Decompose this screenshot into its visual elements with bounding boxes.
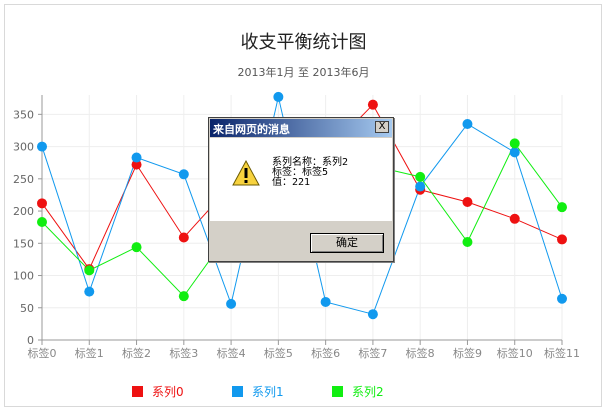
legend-item[interactable]: 系列0 [132, 383, 184, 400]
x-tick-label: 标签5 [264, 346, 293, 360]
data-point [131, 242, 142, 253]
alert-dialog: 来自网页的消息 X 系列名称：系列2 标签：标签5 值：221 确定 [208, 117, 394, 262]
legend-item[interactable]: 系列2 [332, 383, 384, 400]
x-tick-label: 标签10 [497, 346, 533, 360]
data-point [178, 232, 189, 243]
data-point [273, 91, 284, 102]
data-point [178, 169, 189, 180]
data-point [367, 99, 378, 110]
x-tick-label: 标签4 [217, 346, 246, 360]
data-point [84, 265, 95, 276]
data-point [462, 237, 473, 247]
x-tick-label: 标签7 [358, 346, 387, 360]
data-point [462, 119, 473, 130]
chart-title: 收支平衡统计图 [240, 32, 367, 53]
x-tick-label: 标签0 [28, 346, 57, 360]
chart-legend: 系列0 系列1 系列2 [0, 383, 607, 401]
data-point [509, 213, 520, 224]
x-tick-label: 标签11 [544, 346, 580, 360]
y-tick-label: 250 [13, 173, 34, 186]
y-tick-label: 100 [13, 270, 34, 283]
x-tick-label: 标签2 [122, 346, 151, 360]
legend-swatch [132, 386, 143, 397]
legend-swatch [232, 386, 243, 397]
x-tick-label: 标签9 [453, 346, 482, 360]
data-point [415, 181, 426, 192]
y-tick-label: 200 [13, 205, 34, 218]
data-point [509, 147, 520, 158]
data-point [557, 202, 567, 213]
dialog-titlebar: 来自网页的消息 X [210, 119, 392, 137]
chart-subtitle: 2013年1月 至 2013年6月 [237, 66, 370, 79]
dialog-message-line: 值：221 [272, 177, 311, 188]
dialog-title: 来自网页的消息 [213, 123, 290, 136]
data-point [320, 296, 331, 307]
y-tick-label: 0 [27, 334, 34, 347]
data-point [37, 198, 47, 209]
x-tick-label: 标签8 [406, 346, 435, 360]
legend-label: 系列0 [152, 385, 184, 399]
ok-button[interactable]: 确定 [310, 233, 384, 253]
data-point [37, 217, 47, 228]
legend-label: 系列1 [252, 385, 284, 399]
y-tick-label: 350 [13, 108, 34, 121]
x-tick-label: 标签6 [311, 346, 340, 360]
close-icon[interactable]: X [375, 121, 389, 133]
data-point [415, 171, 426, 182]
y-tick-label: 150 [13, 237, 34, 250]
x-tick-label: 标签3 [169, 346, 198, 360]
data-point [557, 234, 567, 245]
dialog-message: 系列名称：系列2 标签：标签5 值：221 [272, 158, 348, 188]
data-point [226, 298, 237, 309]
legend-item[interactable]: 系列1 [232, 383, 284, 400]
data-point [37, 141, 47, 152]
data-point [557, 293, 567, 304]
data-point [367, 309, 378, 320]
data-point [178, 291, 189, 302]
legend-label: 系列2 [352, 385, 384, 399]
data-point [84, 286, 95, 297]
warning-icon [232, 160, 260, 186]
dialog-message-line: 系列名称：系列2 [272, 157, 349, 168]
dialog-message-line: 标签：标签5 [272, 167, 329, 178]
x-tick-label: 标签1 [75, 346, 104, 360]
y-tick-label: 50 [20, 302, 34, 315]
data-point [462, 197, 473, 208]
y-tick-label: 300 [13, 141, 34, 154]
dialog-body: 系列名称：系列2 标签：标签5 值：221 [210, 138, 392, 221]
data-point [509, 138, 520, 149]
data-point [131, 159, 142, 170]
data-point [131, 152, 142, 163]
legend-swatch [332, 386, 343, 397]
